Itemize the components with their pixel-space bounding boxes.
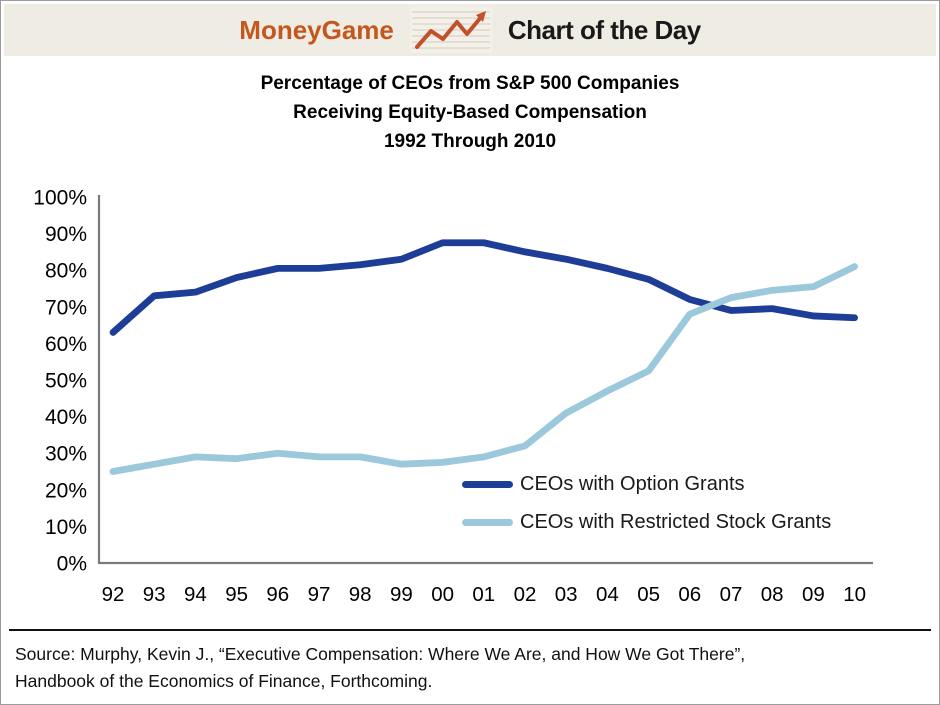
y-axis-tick-label: 100% [33,187,87,210]
legend-item-restricted-stock: CEOs with Restricted Stock Grants [462,503,831,541]
y-axis-tick-label: 90% [45,223,87,246]
legend-item-option-grants: CEOs with Option Grants [462,465,831,503]
chart-title-line-3: 1992 Through 2010 [383,131,557,152]
chart-svg: 0% 10% 20% 30% 40% 50% 60% 70% 80% 90% 100% 92 93 94 9… [33,187,873,606]
x-axis-tick-label: 02 [514,583,537,606]
y-axis-tick-label: 50% [45,370,87,393]
chart-legend: CEOs with Option Grants CEOs with Restri… [462,465,831,541]
source-citation: Source: Murphy, Kevin J., “Executive Com… [9,629,931,695]
chart-title-line-1: Percentage of CEOs from S&P 500 Companie… [260,73,680,94]
brand-logo-text: MoneyGame [239,14,394,45]
y-axis-tick-label: 70% [45,296,87,319]
x-axis-tick-label: 93 [143,583,166,606]
series-line-1 [109,263,858,475]
source-line-2: Handbook of the Economics of Finance, Fo… [15,671,433,691]
x-axis-tick-label: 95 [225,583,248,606]
legend-label-1: CEOs with Restricted Stock Grants [520,510,832,533]
y-axis-tick-label: 80% [45,260,87,283]
legend-swatch-1 [462,518,513,526]
chart-title-line-2: Receiving Equity-Based Compensation [293,102,647,123]
x-axis-tick-label: 97 [308,583,331,606]
x-axis-tick-label: 00 [431,583,454,606]
x-axis-tick-label: 98 [349,583,372,606]
y-axis-tick-label: 20% [45,479,87,502]
x-axis-tick-label: 04 [596,583,619,606]
line-chart: 0% 10% 20% 30% 40% 50% 60% 70% 80% 90% 100% 92 93 94 9… [1,161,939,623]
y-axis-tick-label: 60% [45,333,87,356]
trend-arrow-icon [409,7,492,53]
x-axis-tick-label: 08 [761,583,784,606]
header-title: Chart of the Day [507,14,701,45]
x-axis-tick-label: 94 [184,583,207,606]
y-axis-tick-label: 30% [45,443,87,466]
chart-title: Percentage of CEOs from S&P 500 Companie… [1,69,939,156]
x-axis-tick-label: 92 [102,583,125,606]
header-banner: MoneyGame Chart of the Day [4,4,936,56]
x-axis-tick-label: 01 [472,583,495,606]
series-line-0 [109,239,858,336]
x-axis-tick-label: 09 [802,583,825,606]
x-axis-tick-label: 10 [843,583,866,606]
x-axis-tick-label: 03 [555,583,578,606]
legend-label-0: CEOs with Option Grants [520,472,745,495]
y-axis-tick-label: 0% [57,553,87,576]
y-axis-tick-label: 10% [45,516,87,539]
x-axis-tick-label: 96 [266,583,289,606]
x-axis-tick-label: 99 [390,583,413,606]
y-axis-tick-label: 40% [45,406,87,429]
x-axis-tick-label: 07 [720,583,743,606]
source-line-1: Source: Murphy, Kevin J., “Executive Com… [15,644,746,664]
legend-swatch-0 [462,480,513,488]
x-axis-tick-label: 06 [678,583,701,606]
x-axis-tick-label: 05 [637,583,660,606]
